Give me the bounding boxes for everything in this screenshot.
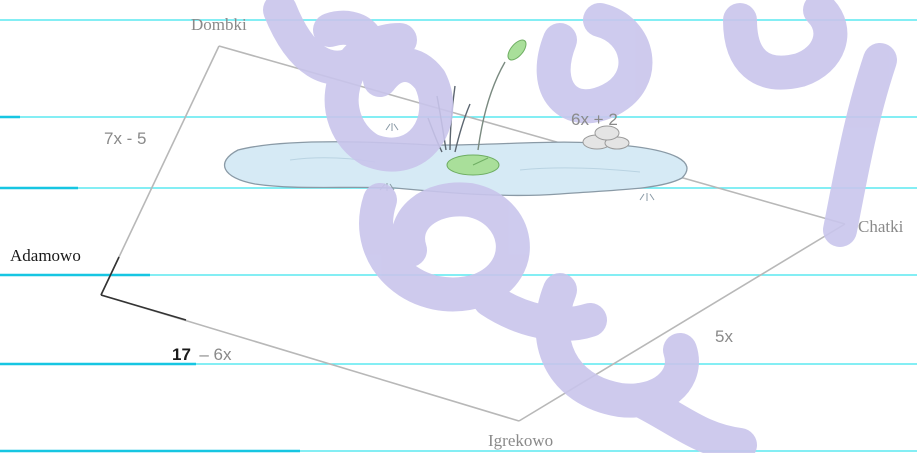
side-label-adamowo-igrekowo: 17 – 6x [172, 345, 232, 364]
adamowo-corner-marks [100, 256, 187, 321]
place-label-igrekowo: Igrekowo [488, 431, 553, 450]
place-label-chatki: Chatki [858, 217, 904, 236]
side-label-rest: – 6x [199, 345, 232, 364]
side-label-chatki-igrekowo: 5x [715, 327, 733, 346]
ruled-line-accents [0, 115, 300, 453]
place-label-dombki: Dombki [191, 15, 247, 34]
place-label-adamowo: Adamowo [10, 246, 81, 265]
stones-icon [582, 125, 630, 150]
side-label-dombki-chatki: 6x + 2 [571, 110, 618, 129]
side-label-dombki-adamowo: 7x - 5 [104, 129, 147, 148]
edge-dombki-adamowo [100, 45, 220, 296]
side-label-number: 17 [172, 345, 191, 364]
lily-pad-icon [446, 154, 500, 176]
watermark [263, 0, 897, 453]
